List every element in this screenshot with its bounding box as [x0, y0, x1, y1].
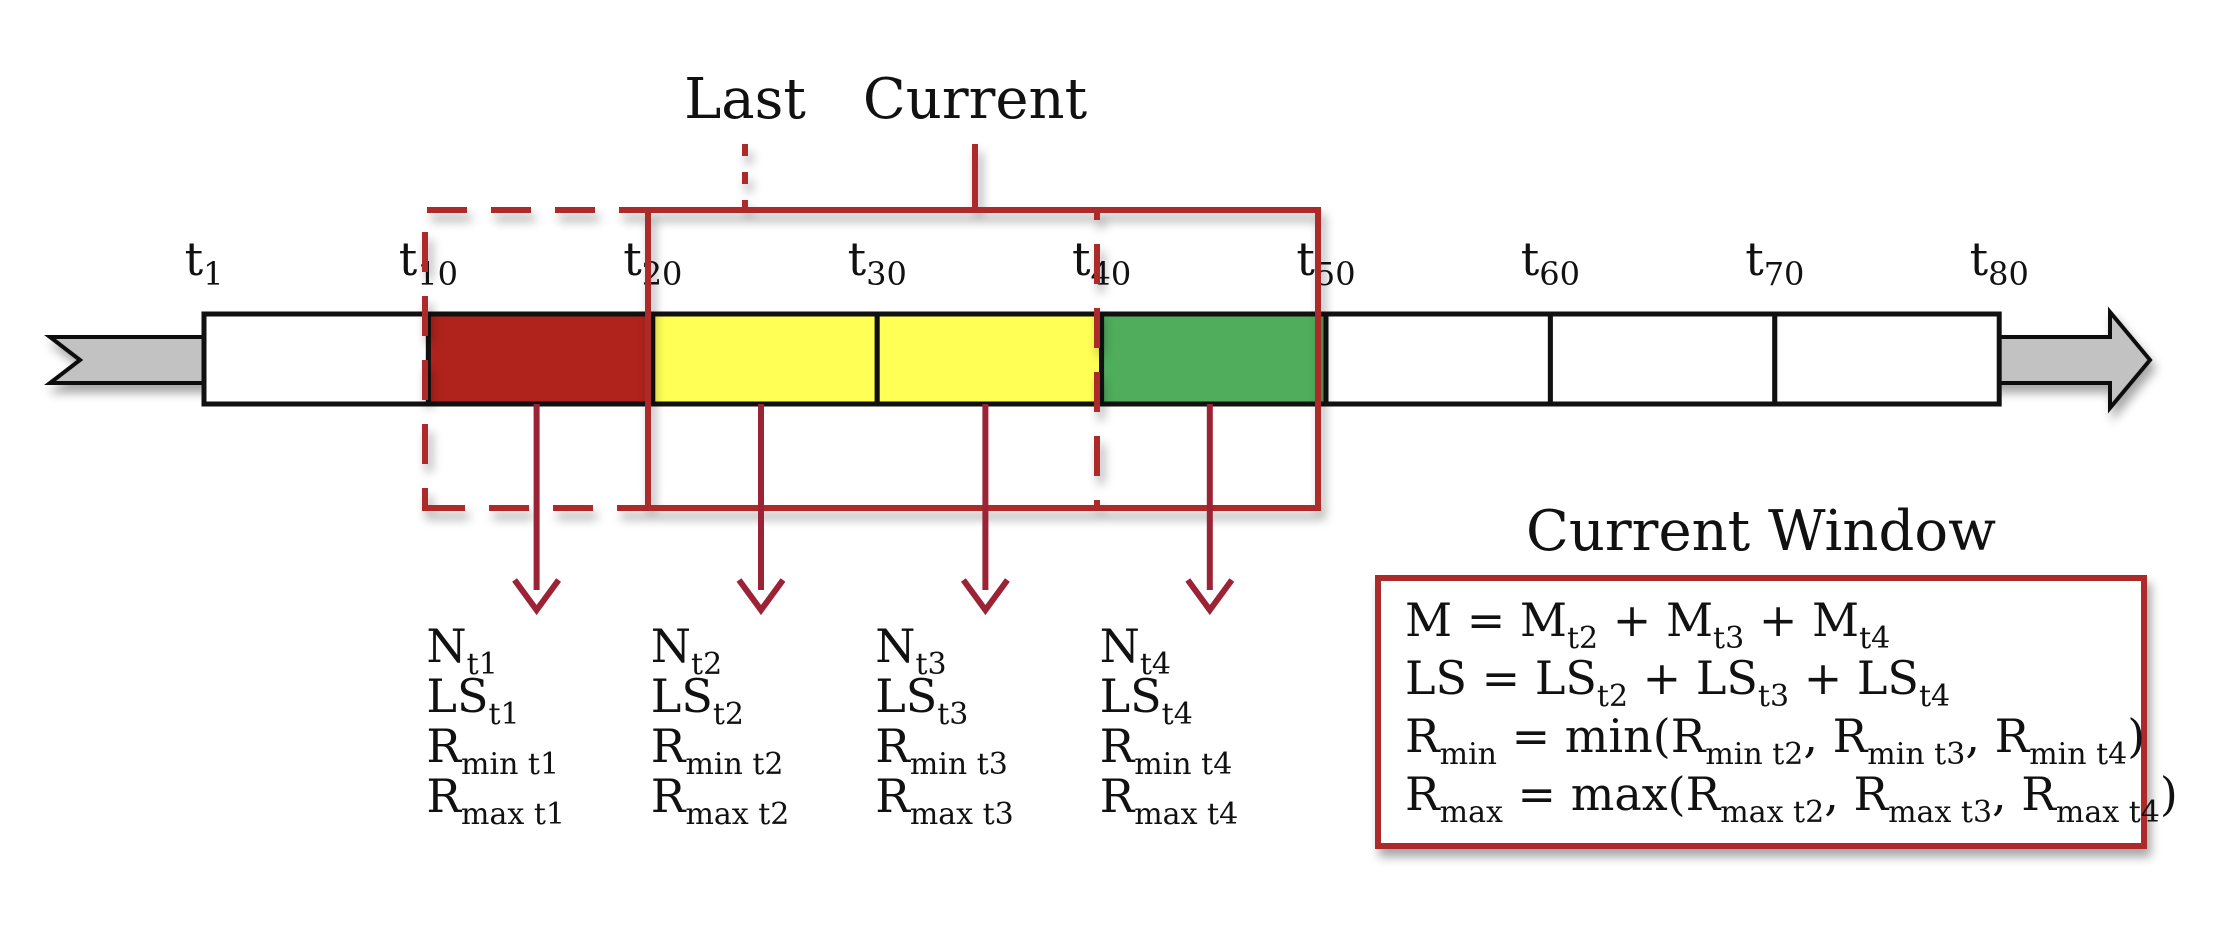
tick-label: t70: [1745, 232, 1804, 293]
cell-stat-line: Nt4: [1100, 619, 1171, 682]
cell-to-stats-arrows: [512, 404, 1235, 616]
timeline-cell-7: [1547, 311, 1778, 407]
cell-stat-line: LSt2: [651, 669, 744, 732]
cell-stat-line: LSt4: [1100, 669, 1193, 732]
timeline-cell-1: [201, 311, 431, 407]
current-window-label: Current: [863, 67, 1088, 132]
cell-stat-line: Rmax t4: [1100, 769, 1239, 832]
timeline-cell-5: [1099, 311, 1329, 407]
tick-label: t40: [1072, 232, 1131, 293]
tick-label: t20: [623, 232, 682, 293]
tick-label: t10: [399, 232, 458, 293]
formula-line: Rmin = min(Rmin t2, Rmin t3, Rmin t4): [1405, 709, 2145, 772]
cell-stat-line: Rmin t1: [426, 719, 559, 782]
tick-label: t1: [185, 232, 224, 293]
tick-label: t30: [848, 232, 907, 293]
timeline-cell-8: [1772, 311, 2002, 407]
cell-stat-line: Rmax t1: [426, 769, 565, 832]
down-arrow-head: [512, 578, 562, 616]
formula-line: M = Mt2 + Mt3 + Mt4: [1405, 593, 1890, 656]
cell-stat-line: LSt3: [875, 669, 968, 732]
current-window-title: Current Window: [1526, 499, 1996, 564]
timeline-tail-arrow: [44, 335, 206, 385]
down-arrow-head: [960, 578, 1010, 616]
cell-stat-line: Nt3: [875, 619, 946, 682]
timeline-cell-6: [1323, 311, 1553, 407]
cell-stat-line: Rmin t4: [1100, 719, 1233, 782]
cell-stat-line: Rmin t2: [651, 719, 784, 782]
formula-line: Rmax = max(Rmax t2, Rmax t3, Rmax t4): [1405, 767, 2178, 830]
timeline-cell-3: [650, 311, 880, 407]
tick-label: t50: [1296, 232, 1355, 293]
formula-line: LS = LSt2 + LSt3 + LSt4: [1405, 651, 1950, 714]
cell-stat-line: Rmin t3: [875, 719, 1008, 782]
cell-stat-line: Nt2: [651, 619, 722, 682]
timeline-tick-labels: t1 t10 t20 t30 t40 t50 t60 t70 t80: [185, 232, 2029, 293]
tick-label: t60: [1521, 232, 1580, 293]
timeline-cell-4: [874, 311, 1105, 407]
timeline-cell-2: [425, 311, 656, 407]
timeline-arrows: [44, 306, 2153, 414]
cell-stat-line: Rmax t3: [875, 769, 1014, 832]
down-arrow-head: [1185, 578, 1235, 616]
current-window-summary-box: [1375, 575, 2147, 849]
tick-label: t80: [1970, 232, 2029, 293]
cell-stat-line: Nt1: [426, 619, 497, 682]
cell-stat-line: LSt1: [426, 669, 519, 732]
timeline-cells: [201, 311, 2002, 407]
timeline-head-arrow: [1990, 306, 2153, 414]
cell-stat-line: Rmax t2: [651, 769, 790, 832]
last-window-label: Last: [684, 67, 806, 132]
down-arrow-head: [736, 578, 786, 616]
